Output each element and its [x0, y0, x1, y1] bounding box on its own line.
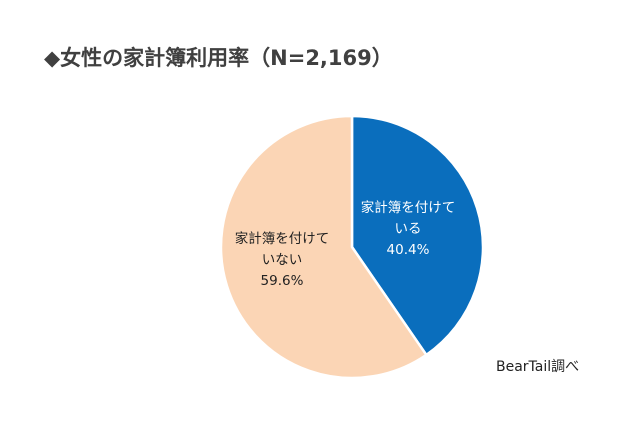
slice-label-1: いない	[262, 252, 303, 268]
pie-slice-0	[350, 114, 485, 357]
chart-title: ◆女性の家計簿利用率（N=2,169）	[44, 46, 393, 70]
slice-label-1: 家計簿を付けて	[235, 230, 330, 247]
pie-slice-1	[219, 114, 429, 380]
slice-label-0: いる	[395, 221, 422, 237]
source-note: BearTail調べ	[496, 359, 580, 375]
slice-label-0: 家計簿を付けて	[361, 199, 456, 216]
slice-label-0: 40.4%	[387, 242, 430, 258]
slice-label-1: 59.6%	[261, 273, 304, 289]
